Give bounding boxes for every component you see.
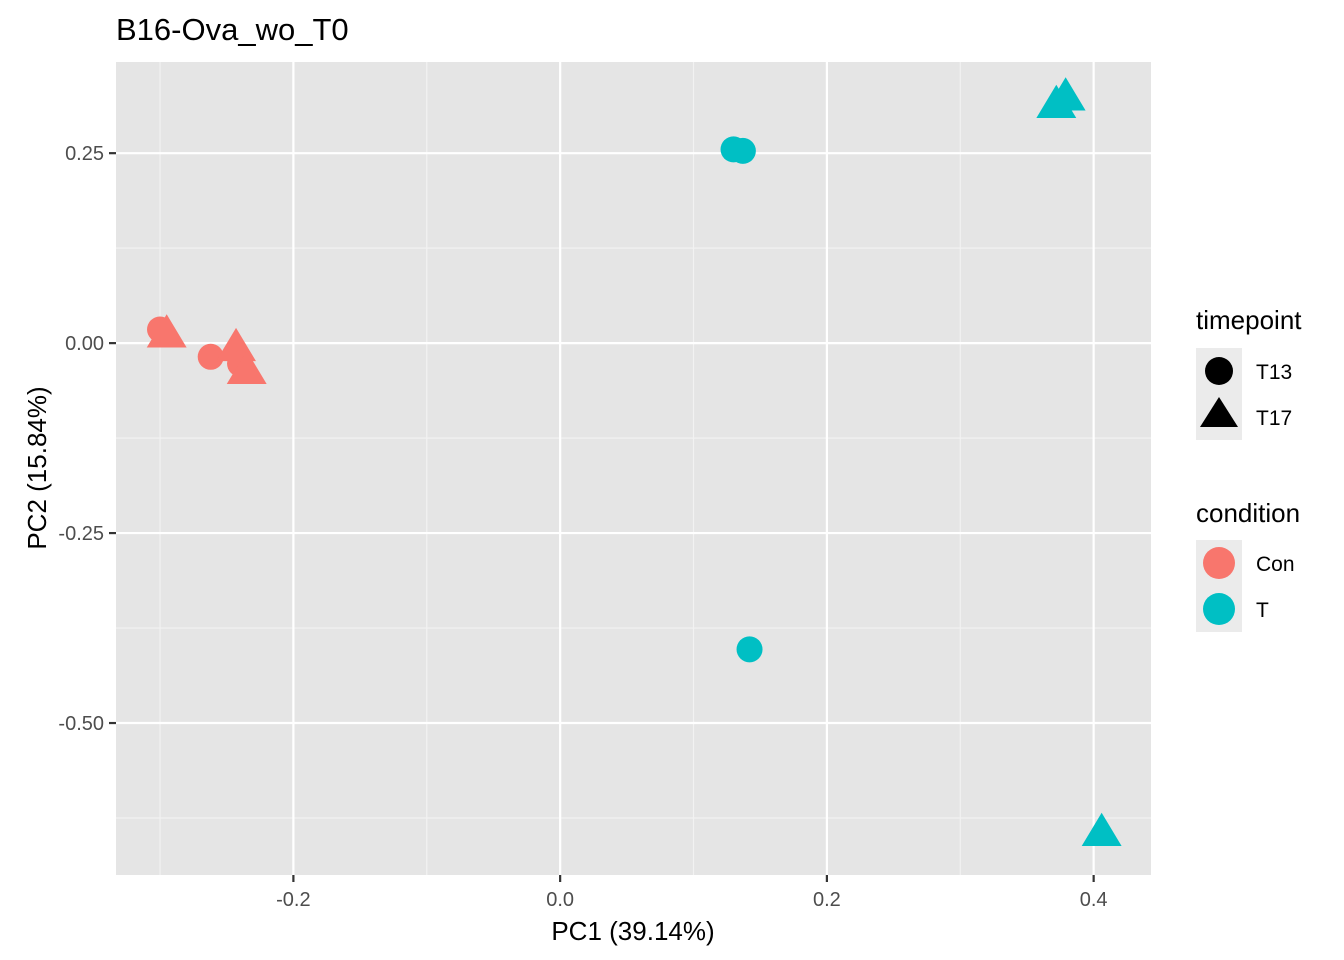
legend-con-swatch (1203, 547, 1235, 579)
x-tick-label: 0.4 (1080, 889, 1108, 911)
y-axis-title: PC2 (15.84%) (22, 386, 52, 549)
legend-timepoint-title: timepoint (1196, 305, 1302, 335)
y-tick-label: -0.25 (58, 523, 104, 545)
x-axis-title: PC1 (39.14%) (551, 916, 714, 946)
x-tick-label: -0.2 (276, 889, 310, 911)
point-t-t13 (736, 636, 763, 663)
legend-label-t17: T17 (1256, 407, 1292, 430)
y-tick-label: 0.00 (65, 333, 104, 355)
point-t-t17 (1081, 812, 1122, 846)
data-points (146, 77, 1122, 846)
point-con-t17 (226, 350, 267, 384)
legend-condition-title: condition (1196, 498, 1300, 528)
y-axis: 0.25 0.00 -0.25 -0.50 (58, 143, 116, 735)
legend-triangle-icon (1200, 397, 1238, 427)
grid-minor (116, 62, 1151, 875)
legend-label-t13: T13 (1256, 361, 1292, 384)
point-con-t13 (197, 343, 224, 370)
x-axis: -0.2 0.0 0.2 0.4 (276, 875, 1108, 911)
legend-circle-icon (1205, 357, 1233, 385)
y-tick-label: -0.50 (58, 713, 104, 735)
legend-condition: condition Con T (1196, 498, 1300, 632)
grid-major (116, 62, 1151, 875)
point-t-t13 (729, 137, 756, 164)
point-con-t17 (146, 314, 187, 348)
legend-label-con: Con (1256, 553, 1295, 576)
point-t-t17 (1045, 77, 1086, 111)
chart-title: B16-Ova_wo_T0 (116, 12, 349, 47)
x-tick-label: 0.0 (546, 889, 574, 911)
legend-t-swatch (1203, 593, 1235, 625)
legend-label-t: T (1256, 599, 1269, 622)
plot-panel (116, 62, 1151, 875)
legend-timepoint: timepoint T13 T17 (1196, 305, 1302, 440)
x-tick-label: 0.2 (813, 889, 841, 911)
y-tick-label: 0.25 (65, 143, 104, 165)
